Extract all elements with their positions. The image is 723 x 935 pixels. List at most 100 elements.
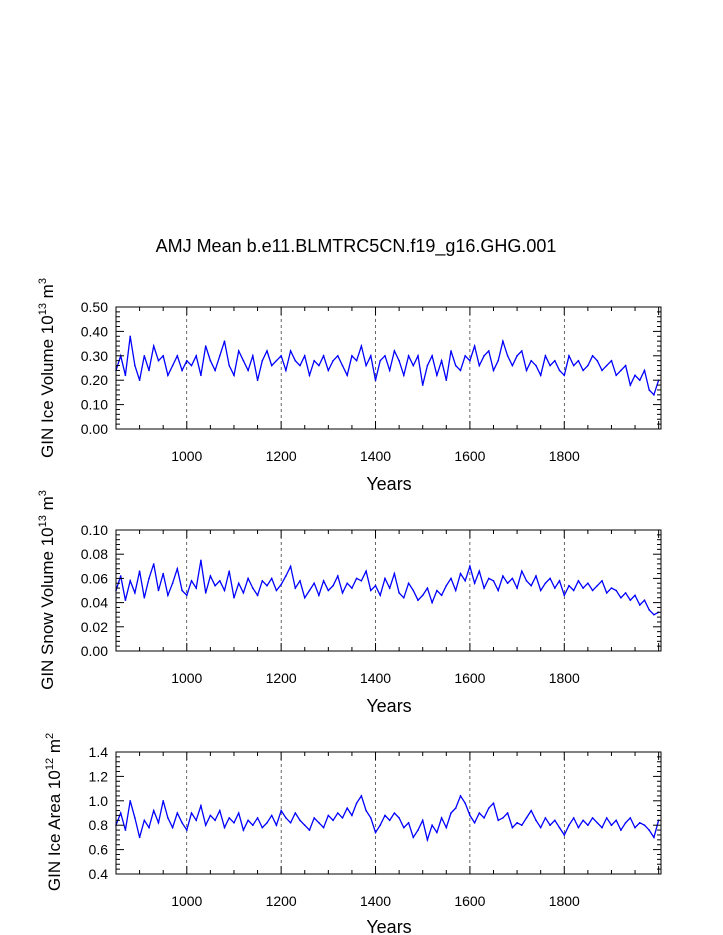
data-point <box>624 821 627 824</box>
data-point <box>124 599 127 601</box>
data-point <box>247 369 249 372</box>
data-point <box>171 582 174 585</box>
data-point <box>525 817 528 819</box>
data-point <box>355 577 358 580</box>
data-point <box>285 817 287 819</box>
x-tick-label: 1400 <box>360 893 391 909</box>
data-point <box>624 592 627 594</box>
data-point <box>185 359 188 362</box>
data-point <box>270 814 273 817</box>
data-point <box>360 345 363 347</box>
data-point <box>322 355 325 357</box>
data-point <box>483 355 485 357</box>
x-tick-label: 1200 <box>266 893 297 909</box>
data-point <box>308 589 311 592</box>
data-point <box>634 826 636 829</box>
data-point <box>554 359 556 362</box>
data-point <box>294 812 297 814</box>
data-point <box>629 599 632 601</box>
data-point <box>252 587 254 589</box>
data-point <box>176 812 179 814</box>
data-point <box>134 817 136 819</box>
data-point <box>417 355 419 357</box>
data-point <box>138 570 141 572</box>
data-point <box>492 369 495 372</box>
data-point <box>407 582 410 585</box>
data-point <box>280 809 282 812</box>
data-point <box>450 577 452 580</box>
data-point <box>195 587 198 589</box>
data-point <box>148 369 150 372</box>
series-line <box>115 794 660 843</box>
data-point <box>214 819 216 822</box>
data-point <box>374 379 377 382</box>
data-point <box>596 359 599 362</box>
series-line <box>115 560 659 616</box>
data-point <box>478 364 481 367</box>
data-point <box>143 355 146 357</box>
data-point <box>322 580 325 582</box>
data-point <box>582 819 584 822</box>
data-point <box>421 384 424 386</box>
data-point <box>162 800 164 802</box>
data-point <box>214 584 216 587</box>
data-point <box>412 364 415 367</box>
data-point <box>280 583 282 586</box>
data-point <box>563 834 566 836</box>
data-point <box>360 795 363 797</box>
data-point <box>530 584 533 587</box>
data-point <box>308 374 311 377</box>
data-point <box>577 359 580 362</box>
y-tick-label: 0.04 <box>81 595 108 611</box>
x-tick-label: 1400 <box>360 448 391 464</box>
data-point <box>516 821 518 824</box>
data-point <box>412 589 415 592</box>
data-point <box>587 582 589 585</box>
data-point <box>407 355 410 357</box>
data-point <box>572 817 575 819</box>
data-point <box>167 374 169 377</box>
data-point <box>167 817 169 819</box>
data-point <box>469 565 471 568</box>
data-point <box>502 817 504 819</box>
data-point <box>426 364 429 367</box>
data-point <box>610 587 613 589</box>
data-point <box>440 594 443 597</box>
plot-frame <box>115 306 662 430</box>
x-tick-label: 1800 <box>549 448 580 464</box>
data-point <box>285 369 287 372</box>
data-point <box>487 807 490 809</box>
data-point <box>270 364 273 367</box>
data-point <box>572 589 575 592</box>
y-tick-label: 0.20 <box>81 372 108 388</box>
data-point <box>601 369 603 372</box>
data-point <box>214 369 216 372</box>
data-point <box>497 589 500 592</box>
data-point <box>261 580 264 582</box>
data-point <box>299 580 301 582</box>
data-point <box>261 826 264 829</box>
panel-snow-volume: GIN Snow Volume 1013 m3 Years 1000 1200 14… <box>37 490 662 716</box>
data-point <box>365 364 367 367</box>
data-point <box>355 802 358 805</box>
data-point <box>587 824 589 826</box>
data-point <box>223 826 226 829</box>
data-point <box>506 582 509 585</box>
data-point <box>299 819 301 822</box>
data-point <box>610 824 613 826</box>
data-point <box>459 795 462 797</box>
data-point <box>195 819 198 822</box>
data-point <box>436 831 438 834</box>
data-point <box>275 359 278 362</box>
data-point <box>417 599 419 601</box>
ice-volume-y-label: GIN Ice Volume 1013 m3 <box>37 278 57 458</box>
data-point <box>181 369 183 372</box>
data-point <box>634 374 636 377</box>
data-point <box>148 826 150 829</box>
data-point <box>464 580 466 582</box>
data-point <box>228 364 231 367</box>
data-point <box>209 575 212 577</box>
data-point <box>426 839 429 841</box>
x-tick-label: 1800 <box>549 893 580 909</box>
